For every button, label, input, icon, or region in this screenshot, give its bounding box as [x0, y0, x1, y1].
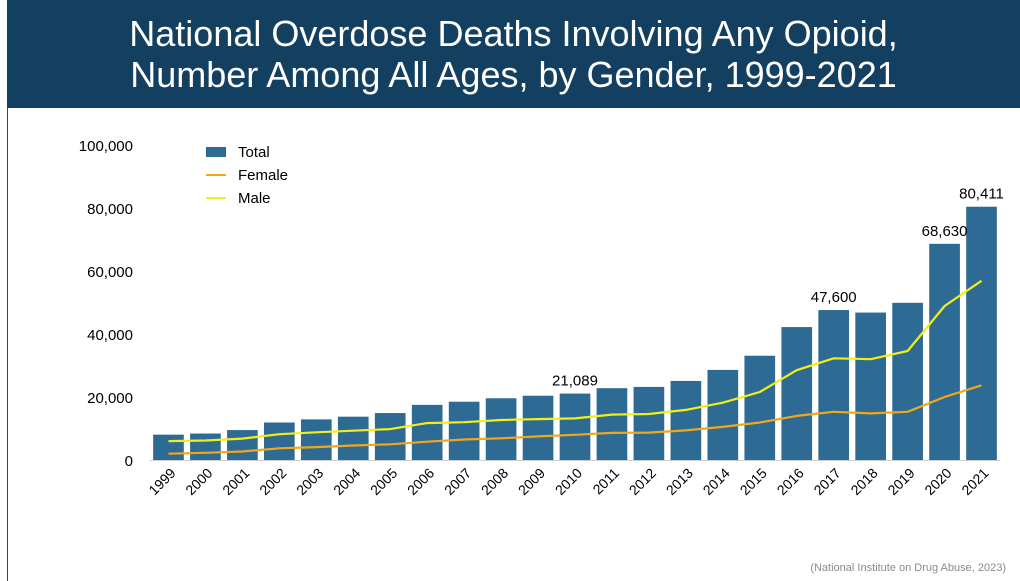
legend-swatch-total	[206, 147, 226, 157]
bar-total-2001	[227, 430, 258, 460]
bar-total-2011	[596, 388, 628, 460]
bar-total-2007	[448, 401, 480, 460]
x-tick-label: 2005	[367, 465, 400, 498]
legend-label-female: Female	[238, 167, 288, 184]
x-tick-label: 2013	[663, 465, 696, 498]
bar-total-2005	[374, 413, 406, 460]
data-label: 80,411	[959, 186, 1004, 203]
x-tick-label: 2006	[404, 465, 437, 498]
bar-total-2002	[264, 422, 295, 460]
title-banner: National Overdose Deaths Involving Any O…	[7, 0, 1020, 108]
legend-label-male: Male	[238, 190, 271, 207]
bar-total-2021	[966, 206, 997, 460]
y-tick-label: 20,000	[87, 390, 133, 407]
bar-total-2015	[744, 355, 776, 460]
bar-total-2013	[670, 380, 702, 460]
y-tick-label: 100,000	[79, 138, 133, 155]
bar-total-2000	[190, 433, 221, 460]
source-citation: (National Institute on Drug Abuse, 2023)	[810, 562, 1006, 574]
x-tick-label: 2001	[219, 465, 252, 498]
data-label: 68,630	[922, 223, 968, 240]
y-tick-label: 80,000	[87, 201, 133, 218]
x-tick-label: 2011	[589, 465, 622, 498]
data-label: 21,089	[552, 373, 598, 390]
y-tick-label: 40,000	[87, 327, 133, 344]
x-tick-label: 2010	[552, 465, 585, 498]
x-tick-label: 2003	[293, 465, 326, 498]
bar-total-2010	[559, 393, 591, 460]
title-line-2: Number Among All Ages, by Gender, 1999-2…	[130, 54, 897, 95]
x-tick-label: 2000	[182, 465, 215, 498]
bar-total-2008	[485, 398, 517, 460]
bar-total-2020	[929, 243, 960, 460]
line-female	[168, 384, 982, 455]
title-line-1: National Overdose Deaths Involving Any O…	[129, 13, 898, 54]
x-tick-label: 2009	[515, 465, 548, 498]
y-tick-label: 60,000	[87, 264, 133, 281]
x-tick-label: 2015	[737, 465, 770, 498]
bar-total-1999	[153, 434, 184, 460]
x-tick-label: 2018	[847, 465, 880, 498]
x-tick-label: 1999	[145, 465, 178, 498]
x-tick-label: 2012	[626, 465, 659, 498]
left-border	[7, 108, 8, 581]
legend-label-total: Total	[238, 144, 270, 161]
x-tick-label: 2017	[810, 465, 843, 498]
bar-total-2009	[522, 395, 554, 460]
x-tick-label: 2004	[330, 465, 363, 498]
bar-total-2018	[855, 312, 886, 460]
x-tick-label: 2014	[700, 465, 733, 498]
data-label: 47,600	[811, 289, 857, 306]
bar-total-2012	[633, 386, 665, 460]
line-male	[168, 279, 983, 443]
x-tick-label: 2020	[921, 465, 954, 498]
x-tick-label: 2021	[958, 465, 991, 498]
bar-total-2003	[300, 419, 332, 460]
x-tick-label: 2002	[256, 465, 289, 498]
bar-total-2019	[892, 302, 923, 460]
x-tick-label: 2007	[441, 465, 474, 498]
bar-total-2017	[818, 310, 850, 460]
x-tick-label: 2016	[774, 465, 807, 498]
bar-total-2006	[411, 404, 443, 460]
x-tick-label: 2019	[884, 465, 917, 498]
bar-total-2016	[781, 327, 813, 460]
bar-total-2014	[707, 369, 739, 460]
y-tick-label: 0	[125, 453, 133, 470]
x-tick-label: 2008	[478, 465, 511, 498]
bar-total-2004	[337, 416, 369, 460]
